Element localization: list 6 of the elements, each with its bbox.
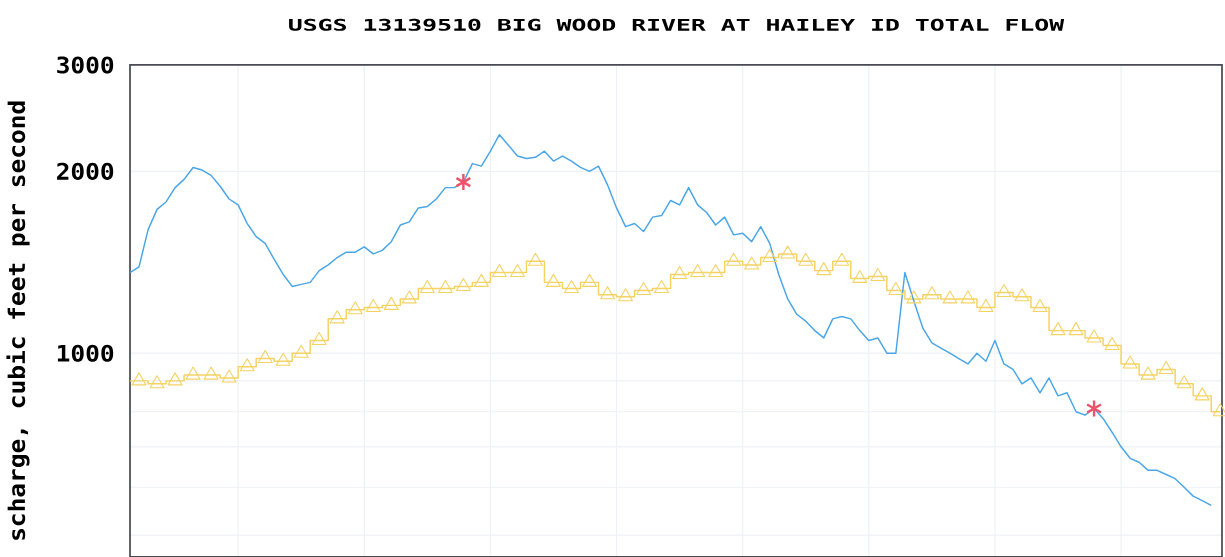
line-series <box>130 133 1212 507</box>
y-tick-label: 1000 <box>57 344 114 362</box>
y-tick-label: 2000 <box>57 162 114 180</box>
y-tick-label: 3000 <box>57 56 114 74</box>
chart-title: USGS 13139510 BIG WOOD RIVER AT HAILEY ID TOTAL FLOW <box>289 18 1065 31</box>
y-axis-title: scharge, cubic feet per second <box>6 101 30 540</box>
